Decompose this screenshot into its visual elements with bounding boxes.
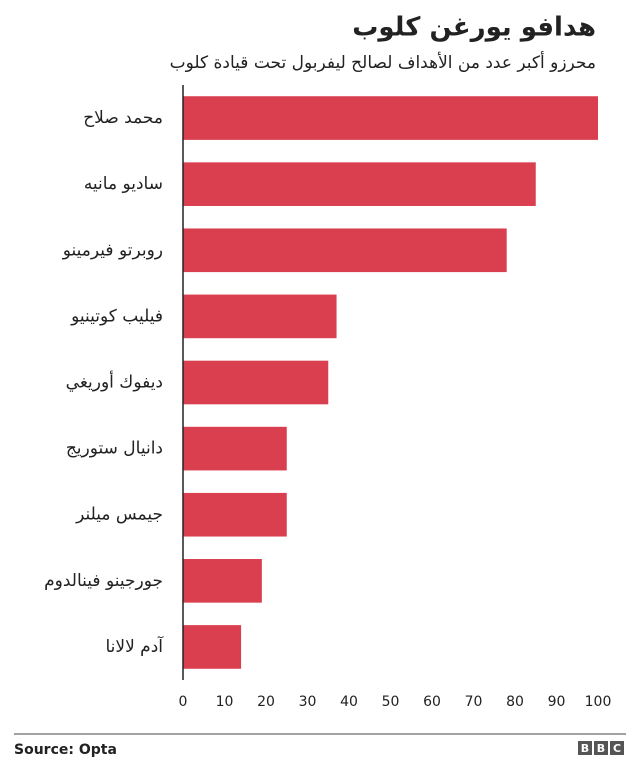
y-tick-label: فيليب كوتينيو: [70, 306, 163, 326]
logo-letter: C: [613, 742, 621, 755]
bar: [183, 96, 598, 140]
logo-letter: B: [581, 742, 589, 755]
bar: [183, 294, 337, 339]
bar: [183, 625, 242, 669]
x-tick-label: 40: [340, 694, 358, 710]
logo-box: [610, 741, 624, 755]
x-tick-label: 90: [548, 694, 566, 710]
source: Source: Opta: [14, 742, 117, 758]
y-tick-label: دانيال ستوريج: [66, 439, 163, 459]
x-tick-label: 30: [299, 694, 317, 710]
y-tick-label: ساديو مانيه: [84, 174, 163, 194]
chart-subtitle: محرزو أكبر عدد من الأهداف لصالح ليفربول …: [170, 51, 596, 73]
logo-box: [578, 741, 592, 755]
y-tick-label: جيمس ميلنر: [75, 505, 163, 525]
y-tick-label: محمد صلاح: [83, 108, 163, 128]
bar: [183, 360, 329, 405]
x-tick-label: 50: [382, 694, 400, 710]
x-tick-label: 70: [465, 694, 483, 710]
bar: [183, 228, 507, 273]
x-tick-label: 60: [423, 694, 441, 710]
y-tick-label: آدم لالانا: [105, 635, 164, 657]
bar: [183, 162, 536, 206]
x-tick-label: 0: [179, 694, 188, 710]
logo-letter: B: [597, 742, 605, 755]
logo-box: [594, 741, 608, 755]
x-tick-label: 100: [585, 694, 612, 710]
y-tick-label: ديفوك أوريغي: [66, 371, 163, 393]
x-tick-label: 10: [216, 694, 234, 710]
bar: [183, 492, 287, 537]
x-tick-label: 20: [257, 694, 275, 710]
bar: [183, 559, 262, 603]
bar: [183, 426, 287, 471]
y-tick-label: روبرتو فيرمينو: [62, 240, 163, 260]
chart-title: هدافو يورغن كلوب: [352, 13, 596, 43]
y-tick-label: جورجينو فينالدوم: [44, 571, 163, 591]
x-tick-label: 80: [506, 694, 524, 710]
